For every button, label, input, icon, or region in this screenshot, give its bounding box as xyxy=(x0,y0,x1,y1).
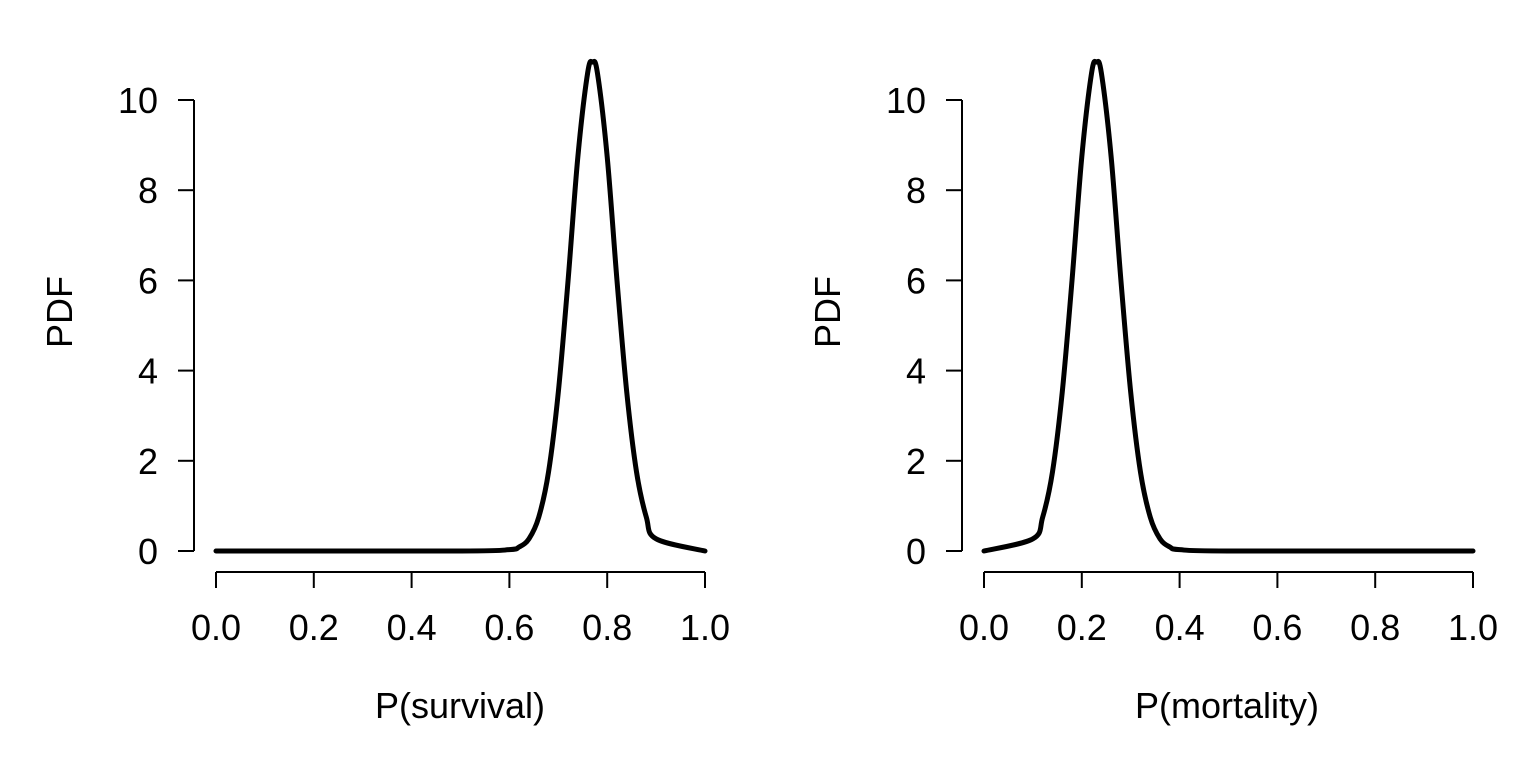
x-tick-label: 0.0 xyxy=(191,607,241,648)
x-axis-label: P(mortality) xyxy=(1135,685,1319,726)
y-tick-label: 10 xyxy=(118,80,158,121)
y-tick-label: 10 xyxy=(886,80,926,121)
y-tick-label: 6 xyxy=(138,260,158,301)
y-tick-label: 2 xyxy=(138,441,158,482)
y-tick-label: 8 xyxy=(138,170,158,211)
y-axis-label: PDF xyxy=(39,276,80,348)
y-axis-label: PDF xyxy=(807,276,848,348)
survival-panel: P(survival) PDF 0.0 0.2 0.4 0.6 0.8 1.0 0 2 4 6 8 1… xyxy=(39,58,730,726)
y-tick-label: 8 xyxy=(906,170,926,211)
y-tick-label: 2 xyxy=(906,441,926,482)
pdf-curve xyxy=(213,58,708,554)
y-tick-label: 4 xyxy=(138,351,158,392)
y-tick-label: 6 xyxy=(906,260,926,301)
y-tick-label: 4 xyxy=(906,351,926,392)
x-tick-label: 0.2 xyxy=(1057,607,1107,648)
x-tick-label: 0.4 xyxy=(1155,607,1205,648)
x-tick-label: 0.0 xyxy=(959,607,1009,648)
x-tick-label: 1.0 xyxy=(680,607,730,648)
x-tick-label: 0.6 xyxy=(1252,607,1302,648)
y-tick-label: 0 xyxy=(906,531,926,572)
x-axis-label: P(survival) xyxy=(375,685,545,726)
x-tick-label: 1.0 xyxy=(1448,607,1498,648)
x-tick-label: 0.4 xyxy=(387,607,437,648)
mortality-panel: P(mortality) PDF 0.0 0.2 0.4 0.6 0.8 1.0 0 2 4 6 8… xyxy=(807,58,1498,726)
x-tick-label: 0.2 xyxy=(289,607,339,648)
x-tick-label: 0.8 xyxy=(1350,607,1400,648)
x-tick-label: 0.6 xyxy=(484,607,534,648)
x-tick-label: 0.8 xyxy=(582,607,632,648)
y-tick-label: 0 xyxy=(138,531,158,572)
pdf-curve xyxy=(981,58,1476,554)
